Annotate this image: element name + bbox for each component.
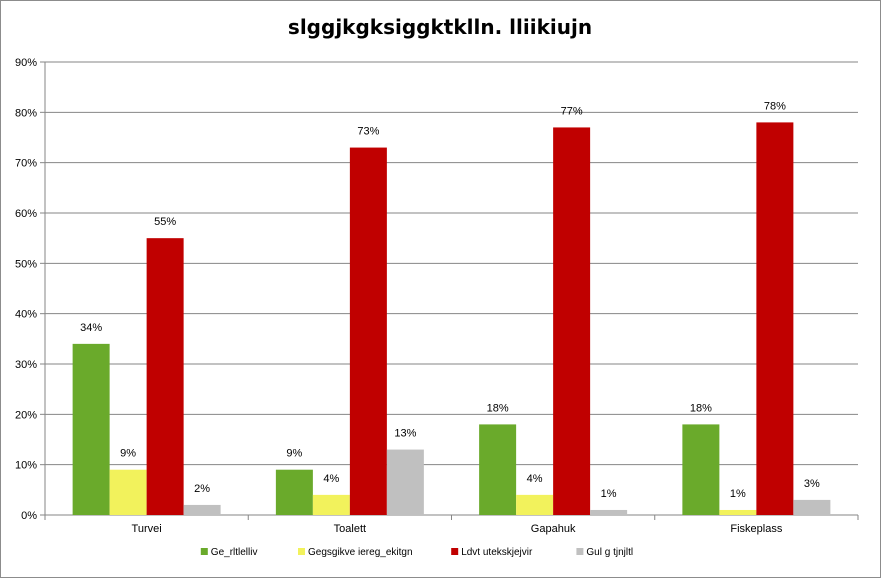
data-label: 77% [561, 105, 583, 117]
data-label: 4% [323, 473, 339, 485]
y-tick-label: 80% [15, 107, 37, 119]
data-label: 73% [357, 126, 379, 138]
bar [349, 147, 387, 516]
legend: Ge_rltlelliv Gegsgikve iereg_ekitgn Ldvt u… [200, 547, 633, 558]
data-label: 34% [80, 322, 102, 334]
x-category-label: Fiskeplass [730, 523, 782, 535]
bar [590, 509, 628, 515]
bar [183, 504, 221, 515]
data-label: 3% [804, 478, 820, 490]
bar [516, 494, 554, 515]
data-label: 1% [730, 488, 746, 500]
legend-label: Ldvt utekskjejvir [461, 547, 533, 558]
chart-title: slggjkgksiggktklln. lliikiujn [288, 15, 592, 39]
data-label: 18% [690, 402, 712, 414]
data-label: 9% [286, 448, 302, 460]
y-tick-label: 60% [15, 208, 37, 220]
axes: 0% 10% 20% 30% 40% 50% 60% 70% 80% 90% Turvei Toale… [15, 57, 859, 535]
data-label: 13% [394, 428, 416, 440]
bar [719, 509, 757, 515]
legend-label: Gegsgikve iereg_ekitgn [308, 547, 413, 558]
bar [479, 424, 517, 515]
x-category-label: Gapahuk [531, 523, 576, 535]
x-category-label: Turvei [132, 523, 162, 535]
bar [793, 499, 831, 515]
y-tick-label: 40% [15, 309, 37, 321]
y-tick-label: 90% [15, 57, 37, 69]
bar [109, 469, 147, 515]
data-label: 55% [154, 216, 176, 228]
y-tick-label: 0% [21, 510, 37, 522]
legend-label: Gul g tjnjltl [586, 547, 633, 558]
legend-swatch [298, 548, 305, 555]
bar [386, 449, 424, 515]
bar [312, 494, 350, 515]
data-label: 1% [601, 488, 617, 500]
data-labels: 34% 9% 55% 2% 9% 4% 73% 13% 18% 4% 77% 1% 18% 1% 78% 3% [80, 100, 820, 500]
bar [682, 424, 720, 515]
data-label: 4% [527, 473, 543, 485]
y-tick-label: 50% [15, 258, 37, 270]
legend-swatch [200, 548, 208, 555]
bar [275, 469, 313, 515]
y-tick-label: 30% [15, 359, 37, 371]
legend-swatch [451, 548, 459, 555]
data-label: 18% [487, 402, 509, 414]
bar [756, 122, 794, 516]
y-tick-label: 70% [15, 158, 37, 170]
bar [146, 238, 184, 515]
x-category-label: Toalett [334, 523, 366, 535]
y-tick-label: 20% [15, 409, 37, 421]
bars [72, 122, 831, 516]
bar [553, 127, 591, 515]
data-label: 9% [120, 448, 136, 460]
bar [72, 343, 110, 515]
legend-swatch [576, 548, 584, 555]
data-label: 78% [764, 100, 786, 112]
legend-label: Ge_rltlelliv [211, 547, 258, 558]
data-label: 2% [194, 483, 210, 495]
y-tick-label: 10% [15, 460, 37, 472]
